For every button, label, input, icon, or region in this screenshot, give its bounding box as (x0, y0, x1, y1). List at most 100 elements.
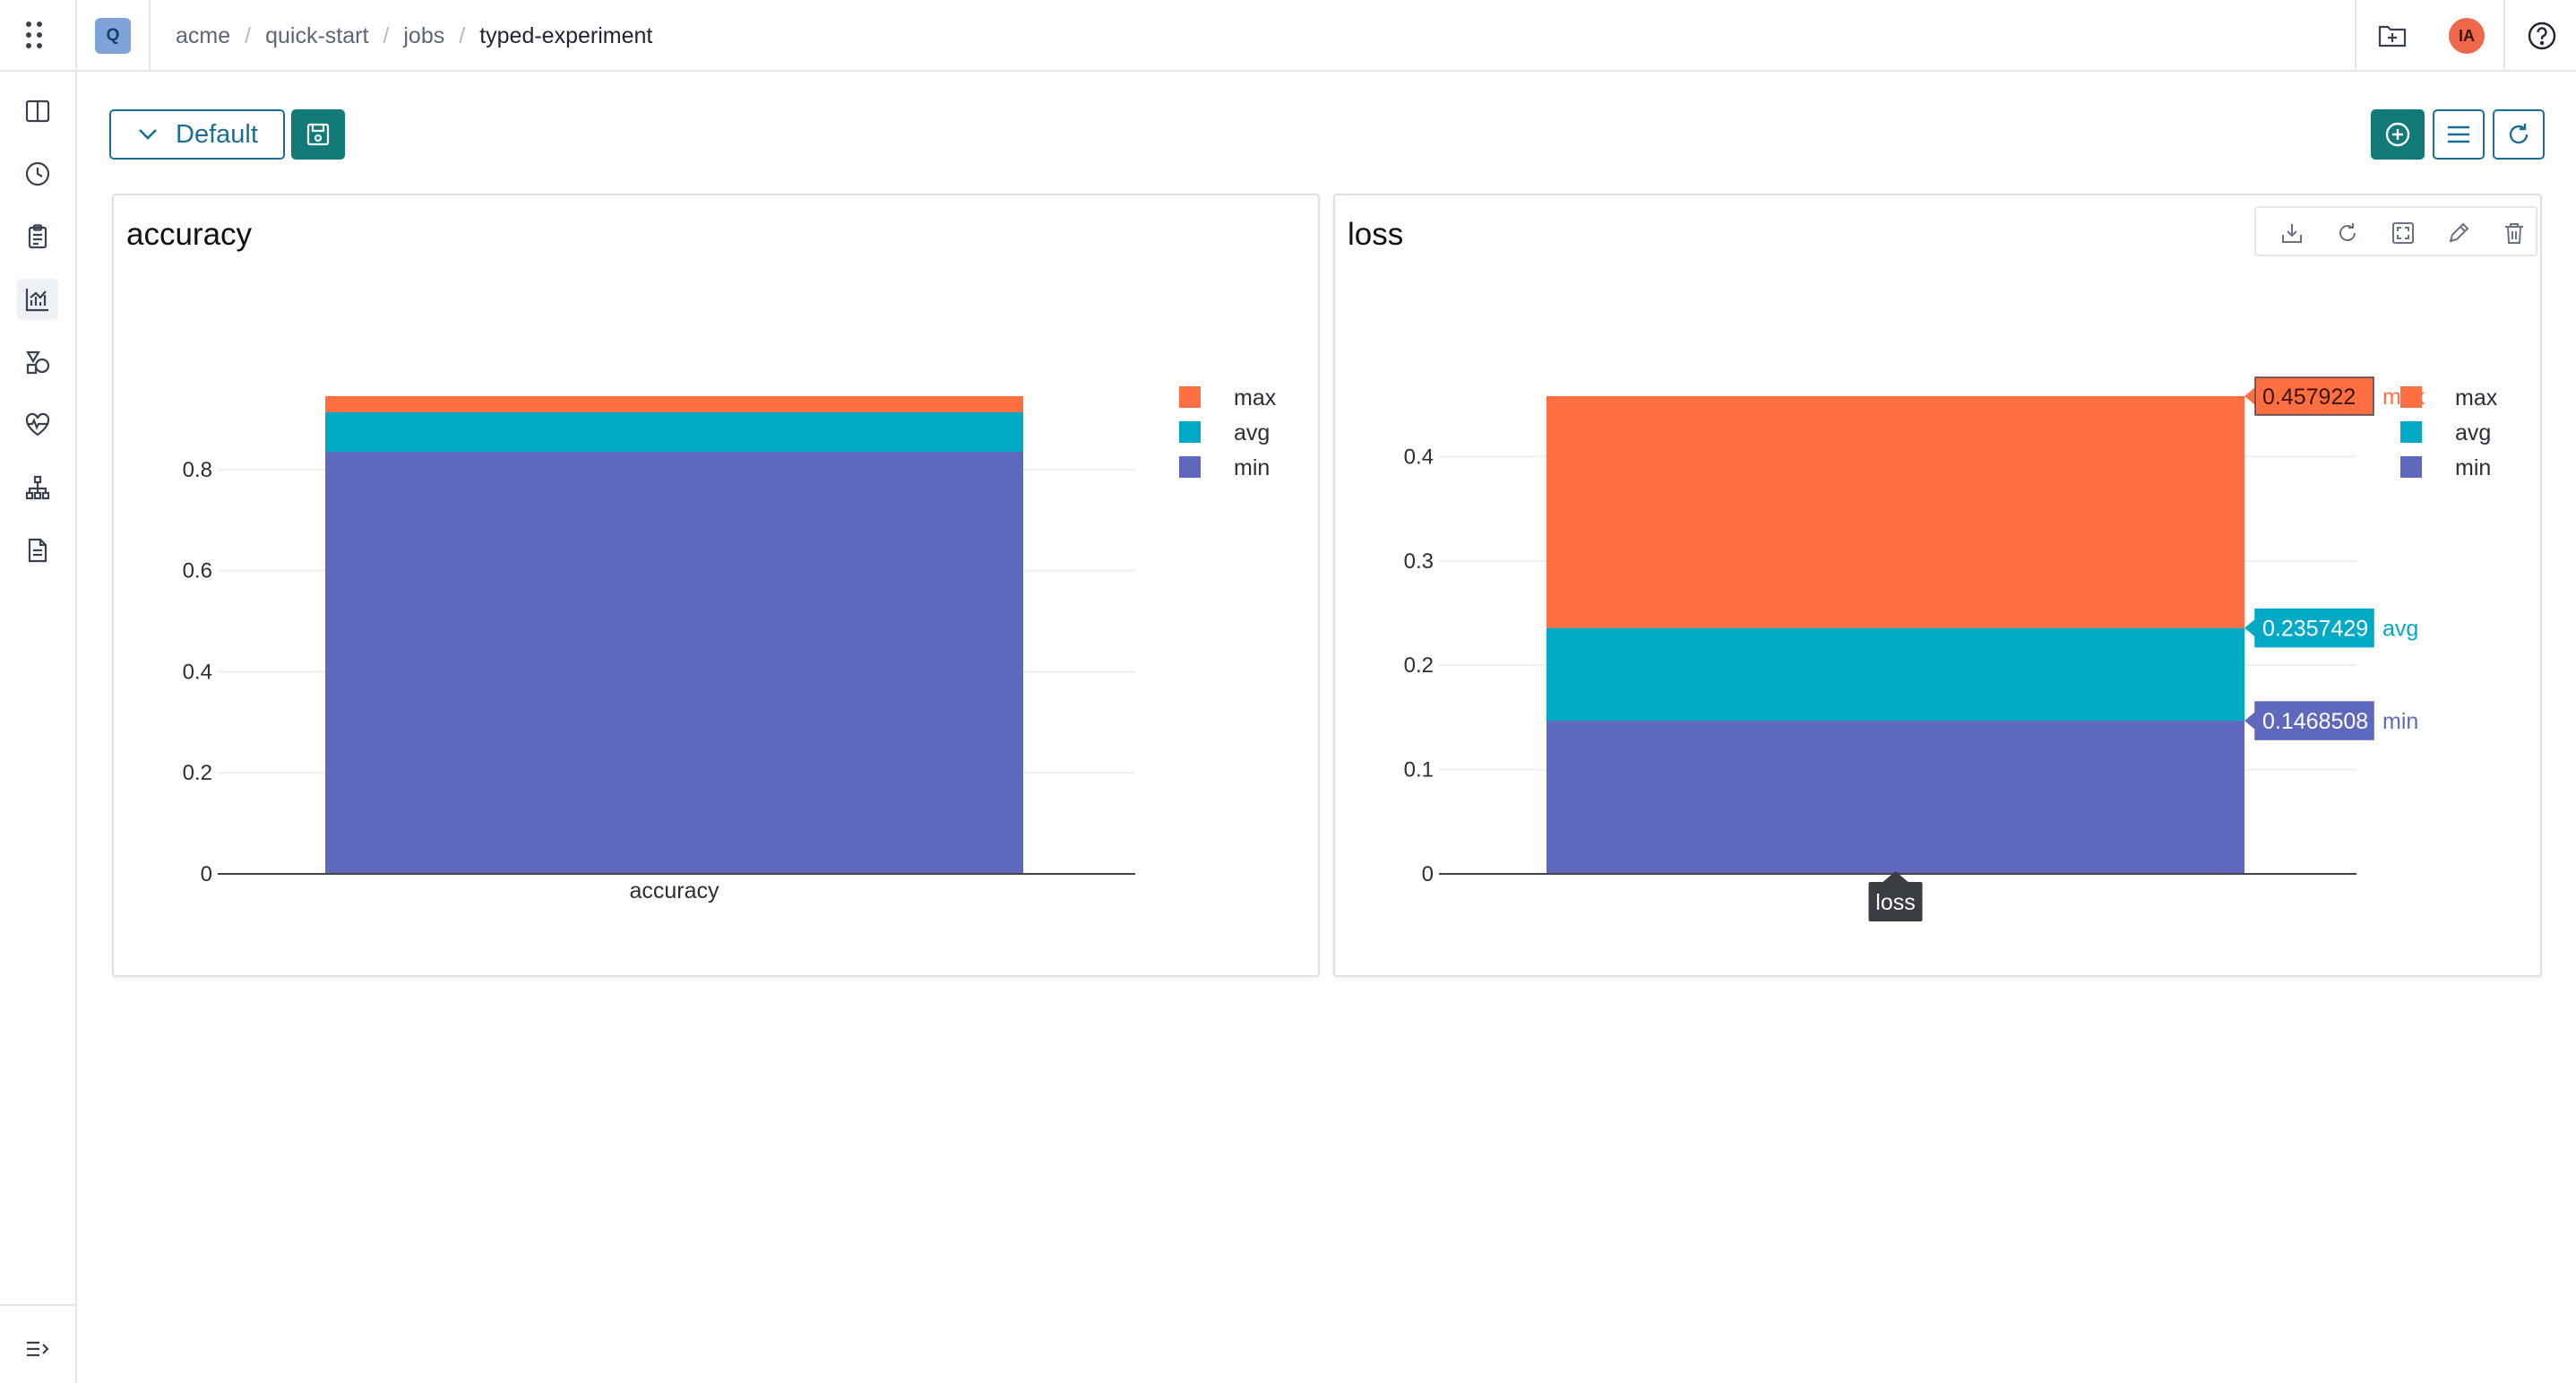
apps-grid-icon[interactable] (23, 20, 47, 52)
legend-swatch-min (2400, 456, 2422, 478)
help-icon[interactable] (2524, 18, 2560, 54)
save-icon (306, 123, 330, 146)
project-badge[interactable]: Q (95, 18, 131, 54)
expand-sidebar-button[interactable] (17, 1328, 58, 1370)
hover-box-avg (2254, 608, 2374, 648)
add-chart-button[interactable] (2371, 109, 2425, 160)
sidebar-item-hierarchy[interactable] (17, 467, 58, 508)
save-layout-button[interactable] (291, 109, 345, 160)
shapes-icon (26, 350, 50, 375)
sidebar-item-artifacts[interactable] (17, 341, 58, 383)
breadcrumb-org[interactable]: acme (176, 22, 231, 48)
top-bar: Q acme / quick-start / jobs / typed-expe… (0, 0, 2576, 72)
columns-icon (25, 99, 50, 123)
breadcrumb-separator: / (459, 22, 466, 48)
legend-swatch-avg (2400, 421, 2422, 443)
hover-pointer-max (2244, 387, 2255, 405)
delete-chart-button[interactable] (2496, 215, 2532, 251)
divider (75, 0, 77, 70)
bar-min (1546, 721, 2244, 874)
hover-series-name-min: min (2382, 709, 2418, 734)
document-icon (28, 538, 47, 563)
hover-box-max (2254, 376, 2374, 416)
bar-max (1546, 396, 2244, 628)
y-tick-label: 0.2 (1404, 653, 1434, 678)
hover-series-name-max: max (2382, 385, 2425, 410)
chart-panel-loss: loss 0 0.1 0.2 0.3 0.4 loss max avg min 0.457922 m… (1333, 194, 2542, 977)
sidebar-item-health[interactable] (17, 404, 58, 445)
divider (2355, 0, 2356, 70)
download-button[interactable] (2274, 215, 2310, 251)
preset-dropdown[interactable]: Default (109, 109, 285, 160)
legend-label-max: max (2455, 385, 2498, 411)
x-tick-label: accuracy (629, 878, 719, 903)
y-tick-label: 0 (1422, 862, 1434, 886)
divider (0, 1304, 75, 1306)
legend-swatch-avg (1179, 421, 1201, 443)
hierarchy-icon (25, 475, 50, 500)
legend-label-avg: avg (2455, 420, 2491, 445)
chart-panel-accuracy: accuracy 0 0.2 0.4 0.6 0.8 accuracy max avg min (112, 194, 1320, 977)
bar-avg (325, 412, 1023, 453)
list-view-button[interactable] (2433, 109, 2485, 160)
y-tick-label: 0.1 (1404, 758, 1434, 782)
y-tick-label: 0.3 (1404, 549, 1434, 574)
menu-lines-icon (2448, 125, 2469, 143)
plus-circle-icon (2385, 122, 2410, 147)
avatar[interactable]: IA (2449, 18, 2485, 54)
hover-pointer-min (2244, 712, 2255, 730)
y-tick-label: 0.6 (183, 559, 212, 583)
sidebar-item-clipboard[interactable] (17, 216, 58, 257)
expand-sidebar-icon (27, 1341, 49, 1357)
y-tick-label: 0.2 (183, 761, 212, 785)
accuracy-chart: 0 0.2 0.4 0.6 0.8 accuracy max avg min (183, 385, 1277, 903)
y-tick-label: 0.4 (1404, 445, 1434, 469)
panel-title: accuracy (126, 217, 253, 252)
legend-label-min: min (2455, 455, 2491, 480)
preset-label: Default (176, 119, 258, 149)
fullscreen-button[interactable] (2385, 215, 2421, 251)
x-hover-label-box (1868, 882, 1923, 921)
chevron-down-icon (139, 129, 157, 140)
x-hover-pointer (1882, 871, 1908, 882)
hover-value-min: 0.1468508 (2262, 709, 2368, 734)
legend-label-avg: avg (1234, 420, 1270, 445)
hover-series-name-avg: avg (2382, 617, 2418, 642)
refresh-icon (2509, 124, 2529, 144)
fullscreen-icon (2392, 222, 2414, 244)
legend-swatch-max (1179, 386, 1201, 408)
x-hover-label: loss (1875, 890, 1915, 915)
pencil-icon (2449, 222, 2469, 243)
reload-chart-button[interactable] (2330, 215, 2365, 251)
clipboard-icon (28, 224, 47, 249)
heartbeat-icon (25, 412, 50, 437)
hover-value-max: 0.457922 (2262, 385, 2356, 410)
refresh-button[interactable] (2493, 109, 2545, 160)
legend-swatch-min (1179, 456, 1201, 478)
refresh-icon (2339, 223, 2356, 241)
breadcrumb-project[interactable]: quick-start (265, 22, 369, 48)
legend-label-max: max (1234, 385, 1277, 411)
bar-min (325, 452, 1023, 874)
bar-avg (1546, 627, 2244, 722)
panel-actions (2254, 206, 2537, 256)
sidebar-item-logs[interactable] (17, 530, 58, 571)
breadcrumb: acme / quick-start / jobs / typed-experi… (176, 20, 652, 52)
breadcrumb-jobs[interactable]: jobs (403, 22, 445, 48)
sidebar-item-compare[interactable] (17, 91, 58, 132)
add-folder-icon[interactable] (2374, 18, 2410, 54)
trash-icon (2505, 223, 2523, 244)
breadcrumb-current: typed-experiment (479, 22, 653, 48)
sidebar (0, 72, 77, 1383)
sidebar-item-history[interactable] (17, 153, 58, 194)
y-tick-label: 0 (201, 862, 212, 886)
panel-title: loss (1348, 217, 1404, 252)
edit-chart-button[interactable] (2441, 215, 2477, 251)
sidebar-item-charts[interactable] (17, 279, 58, 320)
divider (2503, 0, 2505, 70)
y-tick-label: 0.4 (183, 660, 212, 684)
clock-icon (25, 161, 50, 186)
divider (149, 0, 151, 70)
y-tick-label: 0.8 (183, 458, 212, 482)
breadcrumb-separator: / (245, 22, 252, 48)
